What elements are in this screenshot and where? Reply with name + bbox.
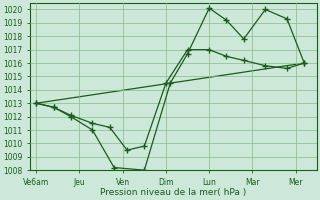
X-axis label: Pression niveau de la mer( hPa ): Pression niveau de la mer( hPa ) — [100, 188, 247, 197]
